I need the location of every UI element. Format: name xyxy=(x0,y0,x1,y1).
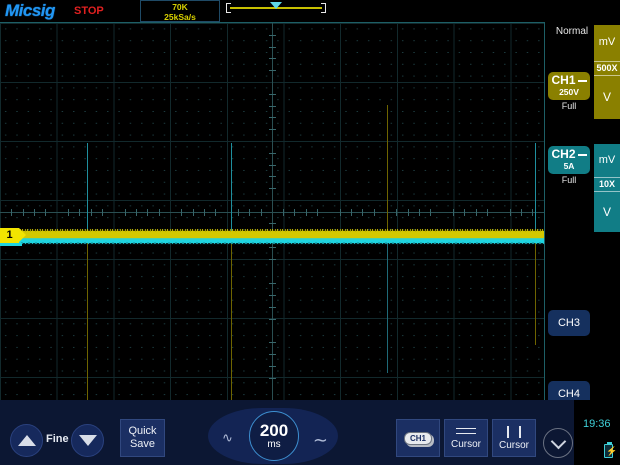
marker-ch2-underline xyxy=(0,243,22,246)
increase-button[interactable] xyxy=(10,424,43,457)
trigger-bar-right-bracket-icon xyxy=(321,3,326,13)
sample-rate-value: 25kSa/s xyxy=(164,12,196,22)
timebase-unit: ms xyxy=(267,439,281,450)
system-clock: 19:36 xyxy=(583,418,611,430)
center-vertical-axis xyxy=(269,23,276,400)
top-status-bar: Micsig STOP 70K 25kSa/s xyxy=(0,0,620,22)
ch2-bandwidth-label: Full xyxy=(561,175,577,185)
ch1-unit-mv[interactable]: mV xyxy=(598,36,616,49)
battery-charging-bolt-icon: ⚡ xyxy=(606,446,618,456)
ch2-vertical-scale-column[interactable]: mV 10X V xyxy=(594,144,620,232)
ch2-probe-ratio[interactable]: 10X xyxy=(594,177,620,192)
vertical-cursor-icon xyxy=(504,425,524,438)
fine-adjust-label[interactable]: Fine xyxy=(46,433,69,445)
ch1-bandwidth-label: Full xyxy=(561,101,577,111)
ch2-coupling-icon xyxy=(577,153,587,156)
sidebar-item-ch3[interactable]: CH3 xyxy=(548,310,590,336)
ch1-unit-v[interactable]: V xyxy=(602,90,611,105)
marker-tip-icon xyxy=(19,228,26,242)
brand-logo: Micsig xyxy=(5,1,55,20)
channel-select-button[interactable]: CH1 xyxy=(396,419,440,457)
trigger-position-bar[interactable] xyxy=(226,2,326,14)
marker-flag-icon xyxy=(0,228,19,243)
waveform-spike xyxy=(231,235,232,400)
timebase-value: 200 xyxy=(259,421,289,440)
waveform-spike xyxy=(387,105,388,238)
trigger-position-marker-icon[interactable] xyxy=(270,2,282,9)
memory-depth-value: 70K xyxy=(172,2,188,12)
waveform-spike xyxy=(535,143,536,238)
ch2-scale: 5A xyxy=(563,161,575,171)
vertical-cursor-label: Cursor xyxy=(498,439,529,451)
channel-1-ground-marker[interactable]: 1 xyxy=(0,228,26,246)
run-status-indicator[interactable]: STOP xyxy=(74,5,104,17)
ch1-coupling-icon xyxy=(577,79,587,82)
ch1-scale: 250V xyxy=(559,87,579,97)
quick-save-button[interactable]: Quick Save xyxy=(120,419,165,457)
waveform-spike xyxy=(535,235,536,345)
waveform-spike xyxy=(387,241,388,373)
waveform-spike xyxy=(87,143,88,238)
chevron-down-icon xyxy=(550,433,566,449)
ch1-probe-ratio[interactable]: 500X xyxy=(594,60,620,76)
quick-save-line2: Save xyxy=(129,438,156,450)
waveform-trace-ch1 xyxy=(0,229,544,238)
horizontal-cursor-label: Cursor xyxy=(450,438,481,450)
ch2-unit-v[interactable]: V xyxy=(602,204,611,219)
decrease-button[interactable] xyxy=(71,424,104,457)
channel-sidebar: Normal CH1 250V Full CH2 5A Full mV 500X… xyxy=(545,22,620,407)
horizontal-cursor-icon xyxy=(456,427,476,436)
expand-menu-button[interactable] xyxy=(543,428,573,458)
ch1-badge-icon: CH1 xyxy=(404,431,432,445)
up-arrow-icon xyxy=(17,435,36,446)
waveform-spike xyxy=(87,235,88,400)
marker-channel-number: 1 xyxy=(6,229,13,241)
zoom-out-wave-icon[interactable]: ∿ xyxy=(222,430,233,445)
waveform-spike xyxy=(231,143,232,238)
waveform-trace-ch2 xyxy=(0,238,544,244)
ch2-name: CH2 xyxy=(551,147,576,161)
ch1-name: CH1 xyxy=(551,73,576,87)
sidebar-item-ch2[interactable]: CH2 5A xyxy=(548,146,590,174)
quick-save-line1: Quick xyxy=(128,425,157,437)
ch2-unit-mv[interactable]: mV xyxy=(598,154,616,167)
battery-icon: ⚡ xyxy=(604,442,618,458)
timebase-knob[interactable]: 200 ms xyxy=(249,411,299,461)
center-horizontal-axis xyxy=(0,209,544,216)
trigger-mode-label[interactable]: Normal xyxy=(555,26,589,37)
ch1-vertical-scale-column[interactable]: mV 500X V xyxy=(594,25,620,119)
memory-depth-panel[interactable]: 70K 25kSa/s xyxy=(140,0,220,22)
zoom-in-wave-icon[interactable]: ∼ xyxy=(312,430,328,450)
sidebar-item-ch1[interactable]: CH1 250V xyxy=(548,72,590,100)
horizontal-cursor-button[interactable]: Cursor xyxy=(444,419,488,457)
waveform-display[interactable]: 1 PK-PK:1.24kV PK-PK:28.1A Freq.:----- R… xyxy=(0,22,545,400)
down-arrow-icon xyxy=(78,435,97,446)
vertical-cursor-button[interactable]: Cursor xyxy=(492,419,536,457)
trigger-bar-left-bracket-icon xyxy=(226,3,231,13)
timebase-control[interactable]: ∿ 200 ms ∼ xyxy=(208,406,338,465)
